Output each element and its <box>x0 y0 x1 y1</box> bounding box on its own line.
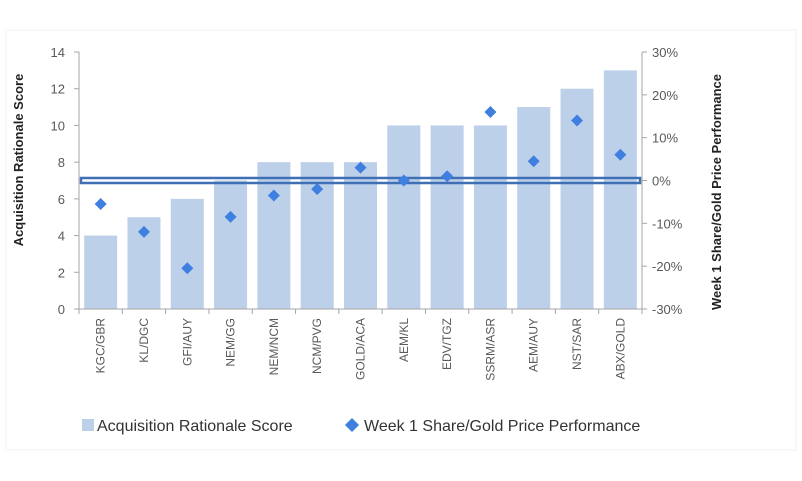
bar <box>257 162 291 309</box>
diamond-marker <box>484 105 497 118</box>
diamond-marker <box>137 225 150 238</box>
legend: Acquisition Rationale Score Week 1 Share… <box>82 418 640 435</box>
category-label: AEM/KL <box>397 318 411 362</box>
chart-border <box>5 29 797 451</box>
category-label: AEM/AUY <box>527 318 541 372</box>
left-axis: 0 2 4 6 8 10 12 14 <box>51 45 643 317</box>
diamond-marker <box>527 155 540 168</box>
left-tick-label: 2 <box>58 265 65 280</box>
category-label: ABX/GOLD <box>613 318 627 380</box>
bar <box>214 180 248 309</box>
diamond-marker <box>614 148 627 161</box>
bar <box>517 107 551 309</box>
bar <box>387 125 421 309</box>
right-tick-label: 30% <box>652 45 678 60</box>
right-tick-label: 20% <box>652 88 678 103</box>
category-label: KL/DGC <box>137 318 151 363</box>
bar-series <box>84 70 637 309</box>
diamond-marker <box>94 198 107 211</box>
zero-highlight-band <box>79 176 642 185</box>
legend-bar-label: Acquisition Rationale Score <box>97 418 293 435</box>
right-tick-label: -10% <box>652 216 683 231</box>
category-label: EDV/TGZ <box>440 318 454 370</box>
category-label: NCM/PVG <box>310 318 324 374</box>
left-tick-label: 8 <box>58 155 65 170</box>
bar <box>473 125 507 309</box>
left-tick-label: 4 <box>58 229 65 244</box>
bar <box>170 198 204 309</box>
right-axis-title: Week 1 Share/Gold Price Performance <box>709 74 724 310</box>
legend-diamond-icon <box>345 418 359 432</box>
bar <box>430 125 464 309</box>
category-label: SSRM/ASR <box>483 318 497 381</box>
right-tick-label: 0% <box>652 174 671 189</box>
diamond-marker <box>181 262 194 275</box>
right-tick-label: -30% <box>652 302 683 317</box>
left-tick-label: 14 <box>51 45 65 60</box>
diamond-marker <box>354 161 367 174</box>
left-tick-label: 10 <box>51 118 65 133</box>
diamond-marker <box>311 183 324 196</box>
legend-bar-swatch <box>82 419 94 431</box>
zero-highlight-band-group <box>79 176 642 185</box>
diamond-marker <box>224 210 237 223</box>
right-tick-label: -20% <box>652 259 683 274</box>
diamond-marker <box>441 170 454 183</box>
bar <box>344 162 377 309</box>
category-label: GFI/AUY <box>180 318 194 366</box>
category-label: KGC/GBR <box>94 318 108 374</box>
category-label: NEM/NCM <box>267 318 281 375</box>
right-axis: -30% -20% -10% 0% 10% 20% 30% <box>641 45 683 317</box>
category-label: GOLD/ACA <box>354 318 368 380</box>
bar <box>84 235 118 309</box>
right-tick-label: 10% <box>652 131 678 146</box>
legend-diamond-label: Week 1 Share/Gold Price Performance <box>364 418 640 435</box>
bar <box>603 70 637 309</box>
diamond-series <box>94 105 627 275</box>
left-tick-label: 0 <box>58 302 65 317</box>
diamond-marker <box>397 174 410 187</box>
left-axis-title: Acquisition Rationale Score <box>11 74 26 247</box>
category-label: NEM/GG <box>224 318 238 367</box>
diamond-marker <box>267 189 280 202</box>
category-label: NST/SAR <box>570 318 584 370</box>
diamond-marker <box>571 114 584 127</box>
left-tick-label: 6 <box>58 192 65 207</box>
left-tick-label: 12 <box>51 82 65 97</box>
category-labels: KGC/GBR KL/DGC GFI/AUY NEM/GG NEM/NCM NCM/PVG… <box>94 318 628 381</box>
